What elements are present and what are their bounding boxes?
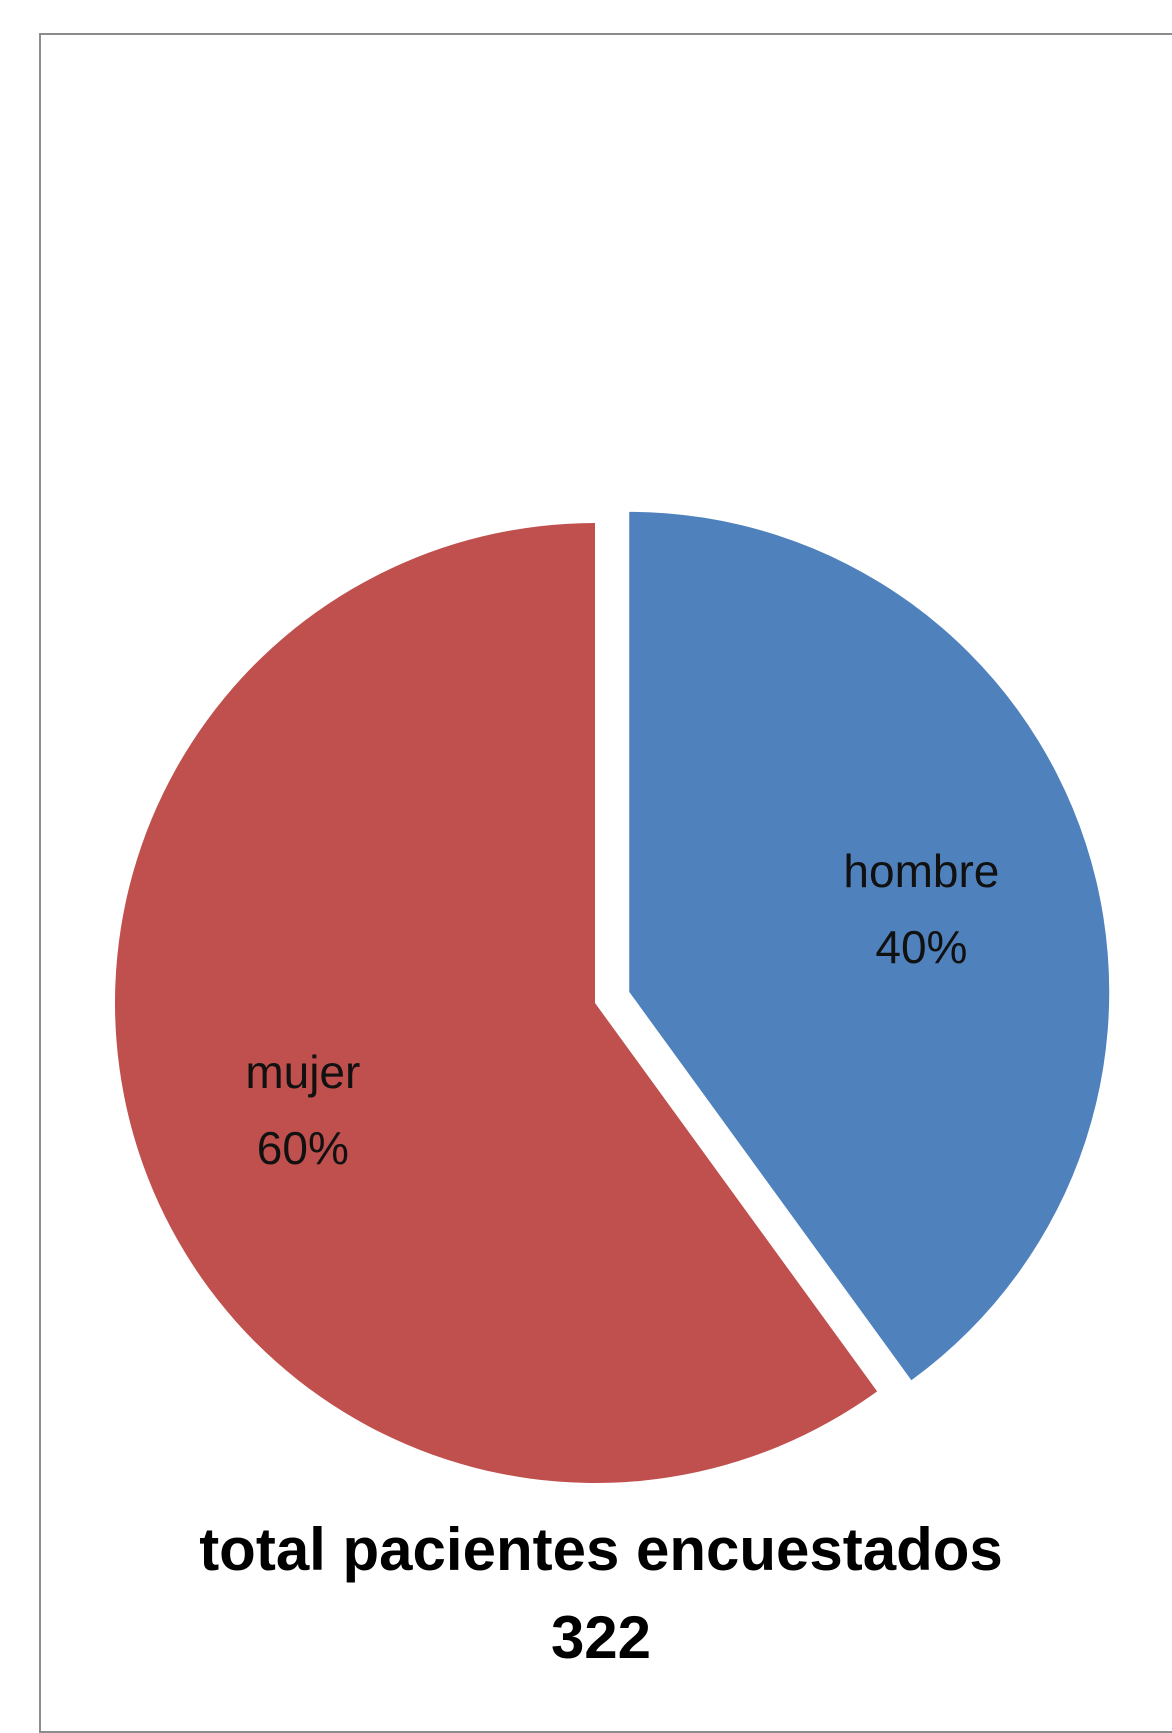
data-label-category: mujer [245, 1046, 360, 1098]
data-label-category: hombre [843, 845, 999, 897]
data-label-hombre: hombre 40% [843, 845, 999, 973]
pie-slice-hombre [629, 511, 1110, 1381]
caption-total: 322 [550, 1604, 652, 1671]
pie-slice-mujer [114, 523, 878, 1483]
data-label-mujer: mujer 60% [245, 1046, 360, 1174]
data-label-percent: 40% [875, 921, 967, 973]
data-label-percent: 60% [257, 1122, 349, 1174]
caption-title: total pacientes encuestados [199, 1516, 1003, 1583]
